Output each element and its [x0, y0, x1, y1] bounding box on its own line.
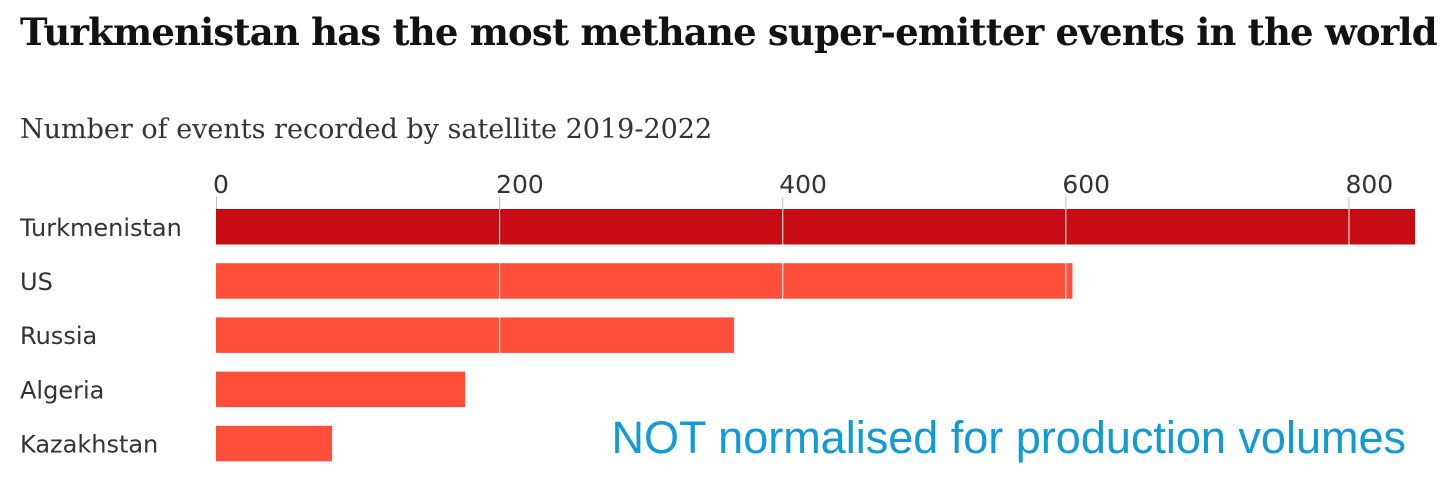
bar — [216, 209, 1415, 245]
bars — [216, 209, 1415, 462]
chart-title: Turkmenistan has the most methane super-… — [20, 10, 1438, 54]
bar — [216, 317, 735, 353]
bar — [216, 425, 333, 462]
bar — [216, 263, 1073, 299]
category-label: US — [20, 268, 53, 296]
chart-subtitle: Number of events recorded by satellite 2… — [20, 114, 713, 145]
annotation-note: NOT normalised for production volumes — [611, 412, 1406, 463]
x-axis: 0 200 400 600 800 — [213, 170, 1393, 209]
gridlines — [499, 209, 1350, 462]
category-label: Algeria — [20, 376, 104, 404]
x-tick-label: 400 — [779, 170, 827, 199]
x-tick-label: 200 — [496, 170, 544, 199]
category-labels: Turkmenistan US Russia Algeria Kazakhstan — [19, 214, 182, 459]
category-label: Russia — [20, 322, 97, 350]
x-tick-label: 800 — [1345, 170, 1393, 199]
category-label: Kazakhstan — [20, 431, 158, 459]
category-label: Turkmenistan — [19, 214, 182, 242]
x-tick-label: 600 — [1062, 170, 1110, 199]
bar — [216, 371, 466, 408]
x-tick-label: 0 — [213, 170, 229, 199]
